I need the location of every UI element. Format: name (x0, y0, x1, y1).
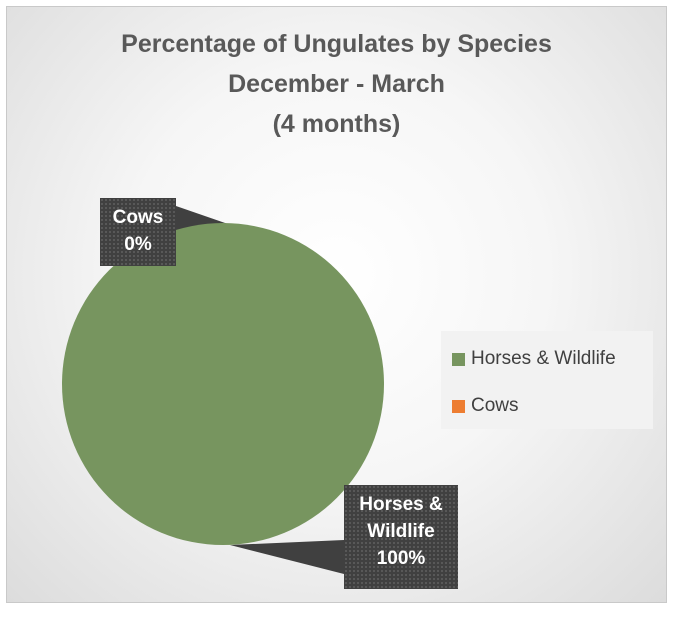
legend-swatch-horses-wildlife (452, 352, 465, 366)
chart-legend: Horses & Wildlife Cows (441, 331, 653, 429)
chart-title-line-2: December - March (228, 70, 445, 98)
leader-line-horses-wildlife (230, 540, 344, 574)
data-label-cows-percent: 0% (124, 234, 152, 255)
data-label-horses-wildlife: Horses & Wildlife 100% (344, 485, 458, 589)
pie-slices (62, 223, 384, 545)
legend-label-cows: Cows (471, 395, 519, 416)
data-label-cows-name: Cows (112, 207, 164, 228)
data-label-horses-line-1: Horses & (359, 494, 443, 515)
legend-swatch-cows (452, 399, 465, 413)
pie-slice-horses-wildlife (62, 223, 384, 545)
chart-title-line-3: (4 months) (272, 110, 401, 138)
data-label-horses-percent: 100% (376, 548, 426, 569)
legend-item-horses-wildlife: Horses & Wildlife (452, 348, 616, 370)
data-label-cows: Cows 0% (100, 198, 176, 266)
chart-title-line-1: Percentage of Ungulates by Species (121, 30, 552, 58)
legend-item-cows: Cows (452, 395, 519, 417)
data-label-horses-line-2: Wildlife (367, 521, 435, 542)
legend-label-horses-wildlife: Horses & Wildlife (471, 348, 616, 369)
